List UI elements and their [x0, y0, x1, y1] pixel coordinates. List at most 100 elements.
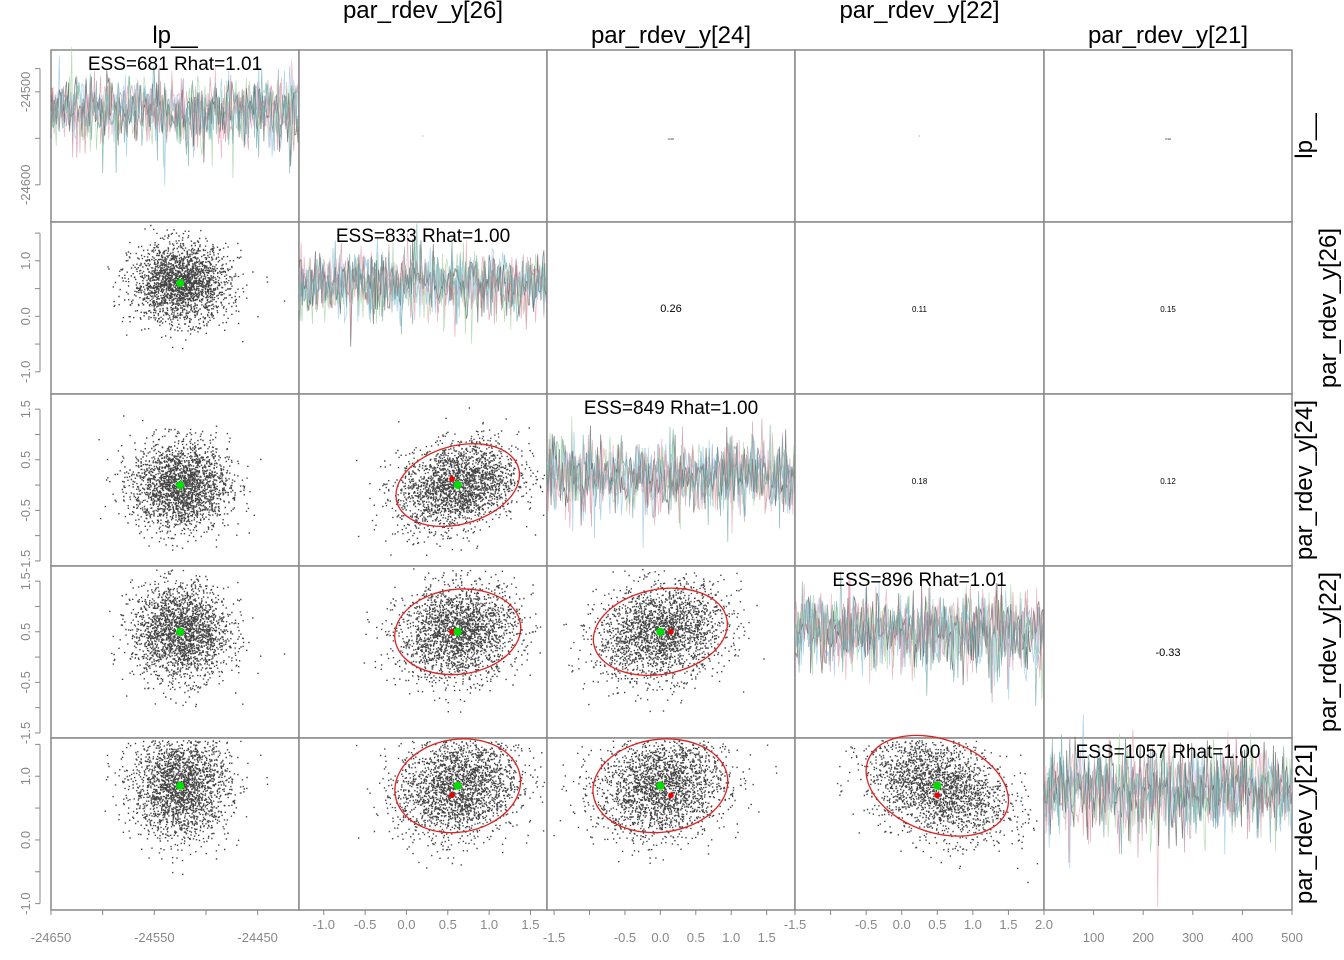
x-tick-label: 100: [1083, 930, 1105, 945]
panels-layer: ESS=681 Rhat=1.01 0.02 0.02 ESS=833 Rhat=1.…: [50, 46, 1293, 911]
x-axis-col4: 100 200 300 400 500: [1083, 909, 1303, 945]
reference-point: [449, 792, 455, 799]
x-tick-label: 1.0: [964, 917, 982, 932]
panel-r1-c2: 0.26: [546, 221, 796, 395]
scatter-points: [553, 740, 778, 864]
posterior-mean-point: [656, 627, 665, 636]
scatter-points: [563, 568, 765, 713]
y-tick-label: -0.5: [18, 499, 33, 521]
y-tick-label: 0.0: [18, 307, 33, 325]
row-titles: lp__ par_rdev_y[26] par_rdev_y[24] par_rdev…: [1291, 113, 1342, 904]
correlation-dot: [919, 135, 920, 137]
x-tick-label: 0.0: [397, 917, 415, 932]
panel-r3-c4: -0.33: [1043, 565, 1293, 739]
trace-chain-6: [1043, 734, 1293, 855]
y-tick-label: -1.0: [18, 361, 33, 383]
y-tick-label: -0.5: [18, 671, 33, 693]
panel-frame: [546, 221, 796, 395]
panel-frame: [50, 565, 300, 739]
x-tick-label: 200: [1132, 930, 1154, 945]
x-tick-label: 1.0: [480, 917, 498, 932]
ess-rhat-label: ESS=849 Rhat=1.00: [584, 398, 758, 419]
reference-point: [668, 792, 674, 799]
panel-frame: [546, 737, 796, 911]
column-title: par_rdev_y[26]: [343, 0, 503, 24]
y-tick-label: -1.0: [18, 892, 33, 914]
x-tick-label: 1.5: [758, 930, 776, 945]
posterior-mean-point: [176, 279, 185, 288]
x-tick-label: 0.5: [687, 930, 705, 945]
x-tick-label: 500: [1281, 930, 1303, 945]
panel-r4-c3: [794, 734, 1045, 911]
trace-chain-3: [546, 431, 796, 549]
column-title: par_rdev_y[22]: [839, 0, 999, 24]
reference-point: [449, 628, 455, 635]
y-tick-label: 1.0: [18, 767, 33, 785]
panel-r0-c1: [298, 49, 548, 223]
panel-r2-c1: [298, 393, 548, 567]
x-tick-label: 2.0: [1035, 917, 1053, 932]
trace-chain-6: [298, 223, 548, 335]
panel-r2-c3: 0.18: [794, 393, 1045, 567]
panel-r4-c0: [50, 737, 300, 911]
y-tick-label: -1.5: [18, 550, 33, 572]
correlation-label: 0.12: [1160, 477, 1176, 486]
y-tick-label: -1.5: [18, 722, 33, 744]
y-tick-label: 1.5: [18, 400, 33, 418]
x-tick-label: -0.5: [354, 917, 376, 932]
trace-chain-5: [298, 243, 548, 333]
x-tick-label: 0.5: [439, 917, 457, 932]
scatter-points: [109, 569, 286, 708]
posterior-mean-point: [453, 781, 462, 790]
panel-frame: [298, 737, 548, 911]
correlation-label: 0.02: [668, 137, 674, 141]
x-tick-label: 0.5: [928, 917, 946, 932]
confidence-ellipse: [395, 443, 521, 528]
x-tick-label: -24550: [134, 930, 174, 945]
panel-r2-c4: 0.12: [1043, 393, 1293, 567]
panel-r3-c2: [546, 565, 796, 739]
panel-r0-c3: [794, 49, 1045, 223]
panel-r0-c4: 0.02: [1043, 49, 1293, 223]
x-tick-label: 0.0: [651, 930, 669, 945]
trace-chain-6: [546, 424, 796, 542]
panel-frame: [1043, 565, 1293, 739]
panel-frame: [298, 393, 548, 567]
y-tick-label: 0.5: [18, 623, 33, 641]
correlation-label: -0.33: [1155, 647, 1180, 659]
x-axis-col0: -24650 -24550 -24450: [31, 909, 278, 945]
y-axis-row3: -1.5 -0.5 0.5 1.5: [18, 572, 41, 744]
panel-r3-c0: [50, 565, 300, 739]
panel-frame: [546, 393, 796, 567]
x-axis-col3: -1.5 -0.5 0.0 0.5 1.0 1.5 2.0: [784, 909, 1053, 932]
row-title: lp__: [1291, 113, 1318, 159]
trace-chain-5: [794, 573, 1045, 703]
scatter-points: [363, 568, 542, 713]
reference-point: [449, 476, 455, 482]
correlation-label: 0.15: [1160, 305, 1176, 314]
row-title: par_rdev_y[22]: [1315, 572, 1342, 732]
posterior-mean-point: [453, 627, 462, 636]
y-tick-label: 0.0: [18, 831, 33, 849]
y-tick-label: 0.5: [18, 451, 33, 469]
reference-point: [668, 628, 674, 635]
y-tick-label: -24600: [18, 165, 33, 205]
y-tick-label: -24500: [18, 72, 33, 112]
x-tick-label: 300: [1182, 930, 1204, 945]
row-title: par_rdev_y[24]: [1291, 400, 1318, 560]
x-tick-label: 0.0: [893, 917, 911, 932]
panel-r4-c2: [546, 737, 796, 911]
confidence-ellipse: [394, 738, 522, 834]
x-tick-label: 1.5: [521, 917, 539, 932]
x-tick-label: -24650: [31, 930, 71, 945]
panel-frame: [794, 221, 1045, 395]
x-tick-label: -1.0: [313, 917, 335, 932]
trace-chain-6: [794, 571, 1045, 706]
posterior-mean-point: [933, 781, 942, 790]
scatter-points: [104, 740, 269, 875]
posterior-mean-point: [656, 781, 665, 790]
x-tick-label: -0.5: [614, 930, 636, 945]
x-tick-label: 400: [1232, 930, 1254, 945]
confidence-ellipse: [592, 738, 729, 834]
panel-frame: [1043, 49, 1293, 223]
